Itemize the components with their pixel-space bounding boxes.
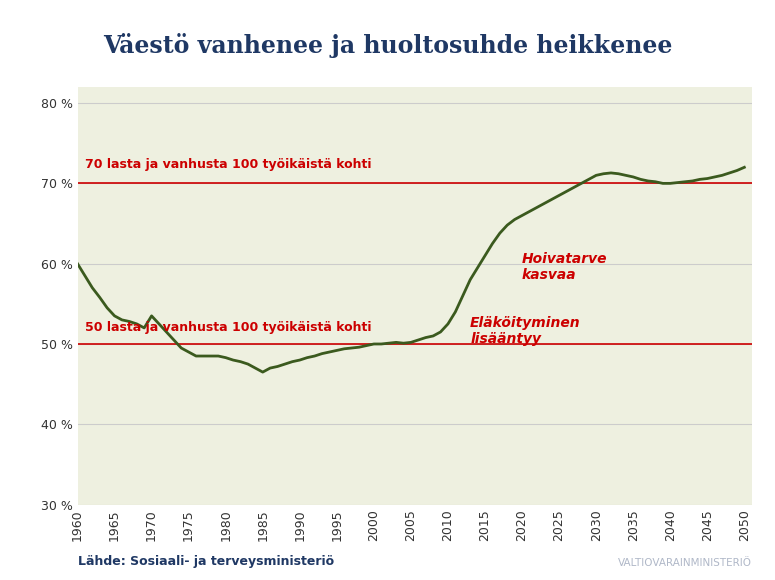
Text: 50 lasta ja vanhusta 100 työikäistä kohti: 50 lasta ja vanhusta 100 työikäistä koht… bbox=[85, 321, 371, 334]
Text: VALTIOVARAINMINISTERIÖ: VALTIOVARAINMINISTERIÖ bbox=[618, 559, 752, 568]
Text: 70 lasta ja vanhusta 100 työikäistä kohti: 70 lasta ja vanhusta 100 työikäistä koht… bbox=[85, 158, 371, 171]
Text: Hoivatarve
kasvaa: Hoivatarve kasvaa bbox=[522, 252, 608, 282]
Text: Väestö vanhenee ja huoltosuhde heikkenee: Väestö vanhenee ja huoltosuhde heikkenee bbox=[103, 33, 672, 58]
Text: Eläköityminen
lisääntyy: Eläköityminen lisääntyy bbox=[470, 316, 580, 346]
Text: Lähde: Sosiaali- ja terveysministeriö: Lähde: Sosiaali- ja terveysministeriö bbox=[78, 556, 333, 568]
